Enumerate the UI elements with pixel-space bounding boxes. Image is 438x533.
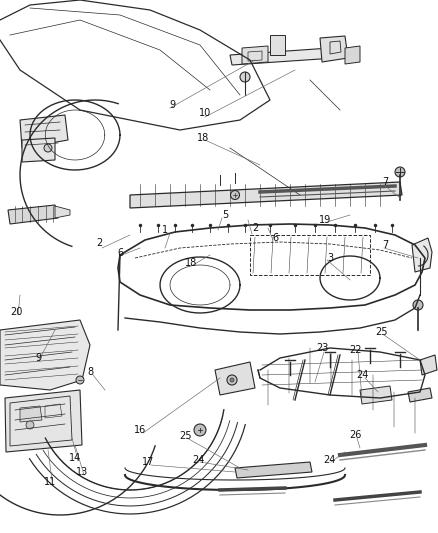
Text: 24: 24	[192, 455, 204, 465]
Text: 24: 24	[323, 455, 335, 465]
Text: 25: 25	[376, 327, 388, 337]
Polygon shape	[20, 115, 68, 148]
Text: 11: 11	[44, 477, 56, 487]
Polygon shape	[412, 238, 432, 272]
Polygon shape	[360, 386, 392, 404]
Text: 1: 1	[162, 225, 168, 235]
Text: 10: 10	[199, 108, 211, 118]
Text: 20: 20	[10, 307, 22, 317]
Text: 5: 5	[222, 210, 228, 220]
Text: 17: 17	[142, 457, 154, 467]
Polygon shape	[320, 36, 348, 62]
Polygon shape	[420, 355, 437, 375]
Polygon shape	[0, 320, 90, 390]
Circle shape	[44, 144, 52, 152]
Text: 2: 2	[252, 223, 258, 233]
Text: 6: 6	[272, 233, 278, 243]
Polygon shape	[235, 462, 312, 478]
Polygon shape	[230, 48, 335, 65]
Polygon shape	[345, 46, 360, 64]
Polygon shape	[5, 390, 82, 452]
Text: 18: 18	[197, 133, 209, 143]
Polygon shape	[22, 138, 55, 162]
Polygon shape	[130, 182, 402, 208]
Text: 19: 19	[319, 215, 331, 225]
Bar	[250, 235, 370, 275]
Text: 9: 9	[169, 100, 175, 110]
Polygon shape	[55, 206, 70, 218]
Polygon shape	[215, 362, 255, 395]
Polygon shape	[408, 388, 432, 402]
Circle shape	[26, 421, 34, 429]
Text: 9: 9	[35, 353, 41, 363]
Circle shape	[227, 375, 237, 385]
Text: 25: 25	[179, 431, 191, 441]
Text: 6: 6	[117, 248, 123, 258]
Text: 24: 24	[356, 370, 368, 380]
Circle shape	[240, 72, 250, 82]
Text: 22: 22	[350, 345, 362, 355]
Text: 7: 7	[382, 240, 388, 250]
Circle shape	[230, 378, 234, 382]
Polygon shape	[270, 35, 285, 55]
Text: 2: 2	[96, 238, 102, 248]
Polygon shape	[20, 406, 42, 422]
Text: 3: 3	[327, 253, 333, 263]
Polygon shape	[8, 205, 58, 224]
Text: 26: 26	[349, 430, 361, 440]
Polygon shape	[242, 46, 268, 64]
Text: 23: 23	[316, 343, 328, 353]
Text: 13: 13	[76, 467, 88, 477]
Circle shape	[76, 376, 84, 384]
Text: 14: 14	[69, 453, 81, 463]
Text: 18: 18	[185, 258, 197, 268]
Text: 16: 16	[134, 425, 146, 435]
Circle shape	[194, 424, 206, 436]
Text: 8: 8	[87, 367, 93, 377]
Text: 7: 7	[382, 177, 388, 187]
Circle shape	[230, 190, 240, 199]
Circle shape	[413, 300, 423, 310]
Circle shape	[395, 167, 405, 177]
